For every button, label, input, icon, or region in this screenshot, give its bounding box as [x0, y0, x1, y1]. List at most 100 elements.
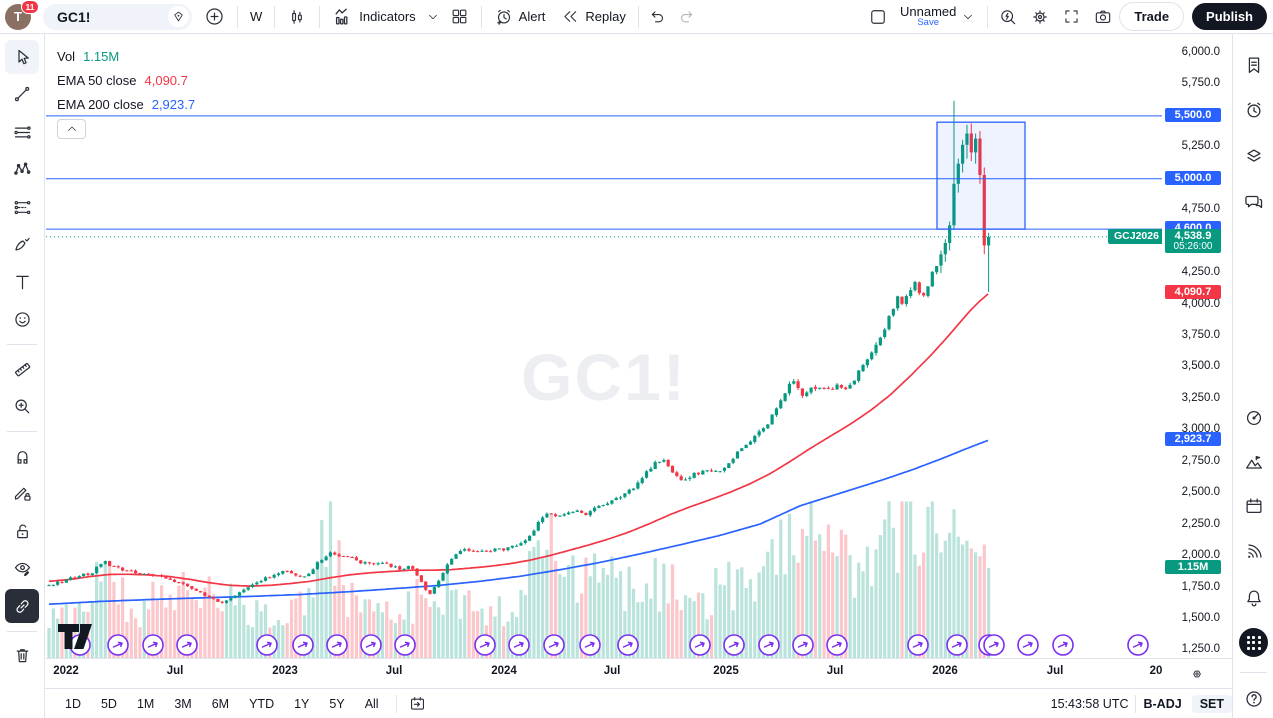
range-button-ytd[interactable]: YTD	[249, 696, 275, 711]
text-tool-button[interactable]	[5, 265, 39, 299]
contract-roll-marker[interactable]	[689, 634, 711, 656]
help-button[interactable]	[1241, 686, 1267, 712]
object-tree-button[interactable]	[1241, 143, 1267, 169]
contract-roll-marker[interactable]	[792, 634, 814, 656]
sync-drawings-button[interactable]	[5, 589, 39, 623]
contract-roll-marker[interactable]	[107, 634, 129, 656]
range-button-5y[interactable]: 5Y	[329, 696, 345, 711]
range-button-1d[interactable]: 1D	[65, 696, 81, 711]
tradingview-logo[interactable]	[58, 624, 92, 649]
indicator-templates-button[interactable]	[424, 3, 442, 31]
add-symbol-button[interactable]	[196, 3, 233, 31]
screener-button[interactable]	[1241, 405, 1267, 431]
legend-collapse-button[interactable]	[57, 119, 86, 139]
time-axis[interactable]: 2022 Jul 2023 Jul 2024 Jul 2025 Jul 2026 Jul 20	[46, 658, 1162, 688]
ema-line[interactable]	[48, 439, 989, 606]
trade-button[interactable]: Trade	[1119, 2, 1185, 31]
axis-settings-corner[interactable]	[1162, 658, 1232, 688]
contract-roll-marker[interactable]	[978, 634, 1005, 656]
lock-drawings-button[interactable]	[5, 514, 39, 548]
watchlist-button[interactable]	[1241, 52, 1267, 78]
contract-roll-marker[interactable]	[508, 634, 530, 656]
range-button-6m[interactable]: 6M	[211, 696, 230, 711]
notifications-button[interactable]	[1241, 585, 1267, 611]
go-to-date-button[interactable]	[404, 690, 431, 718]
range-button-1y[interactable]: 1Y	[294, 696, 310, 711]
save-layout-button[interactable]: Unnamed Save	[892, 3, 983, 31]
quick-search-button[interactable]	[992, 3, 1024, 31]
rectangle-drawing[interactable]	[936, 121, 1026, 230]
contract-roll-marker[interactable]	[617, 634, 639, 656]
price-axis[interactable]: 6,000.0 5,750.0 5,250.0 4,750.0 4,250.0 4,000…	[1162, 34, 1232, 658]
contract-roll-marker[interactable]	[142, 634, 164, 656]
contract-roll-marker[interactable]	[256, 634, 278, 656]
contract-roll-marker[interactable]	[1052, 634, 1074, 656]
replay-button[interactable]: Replay	[553, 3, 633, 31]
contract-roll-marker[interactable]	[1127, 634, 1149, 656]
legend-ema50-row[interactable]: EMA 50 close 4,090.7	[57, 69, 195, 93]
trend-line-tool-button[interactable]	[5, 78, 39, 112]
contract-roll-marker[interactable]	[474, 634, 496, 656]
cursor-tool-button[interactable]	[5, 40, 39, 74]
measure-tool-button[interactable]	[5, 352, 39, 386]
price-chart[interactable]	[46, 34, 1162, 658]
publish-button[interactable]: Publish	[1192, 3, 1267, 30]
remove-drawings-button[interactable]	[5, 639, 39, 673]
brush-tool-button[interactable]	[5, 228, 39, 262]
alerts-panel-button[interactable]	[1241, 97, 1267, 123]
session-toggle[interactable]: SET	[1191, 694, 1232, 713]
chart-style-button[interactable]	[279, 3, 315, 31]
range-button-5d[interactable]: 5D	[100, 696, 117, 711]
emoji-tool-button[interactable]	[5, 303, 39, 337]
chat-button[interactable]	[1241, 189, 1267, 215]
contract-roll-marker[interactable]	[543, 634, 565, 656]
screenshot-button[interactable]	[1087, 3, 1119, 31]
user-avatar[interactable]: T 11	[5, 0, 39, 30]
horizontal-line-tool-button[interactable]	[5, 115, 39, 149]
price-badge[interactable]: 2,923.7	[1165, 431, 1221, 446]
ema-line[interactable]	[48, 293, 989, 587]
news-feed-button[interactable]	[1241, 539, 1267, 565]
range-button-1m[interactable]: 1M	[136, 696, 155, 711]
indicators-button[interactable]: Indicators	[324, 3, 423, 31]
fullscreen-button[interactable]	[1056, 3, 1087, 31]
price-badge[interactable]: 1.15M	[1165, 560, 1221, 574]
price-badge[interactable]: 4,090.7	[1165, 285, 1221, 300]
interval-button[interactable]: W	[242, 3, 270, 31]
contract-roll-marker[interactable]	[826, 634, 848, 656]
ideas-button[interactable]	[1241, 450, 1267, 476]
contract-roll-marker[interactable]	[326, 634, 348, 656]
price-badge[interactable]: 5,500.0	[1165, 107, 1221, 122]
adjustment-toggle[interactable]: B-ADJ	[1143, 696, 1182, 711]
settings-button[interactable]	[1024, 3, 1056, 31]
contract-roll-marker[interactable]	[946, 634, 968, 656]
contract-roll-marker[interactable]	[360, 634, 382, 656]
hide-drawings-button[interactable]	[5, 552, 39, 586]
last-price-badge[interactable]: 4,538.9 05:26:00	[1165, 228, 1221, 253]
layout-preview-button[interactable]	[864, 3, 892, 31]
clock[interactable]: 15:43:58 UTC	[1050, 696, 1129, 711]
price-badge[interactable]: 5,000.0	[1165, 170, 1221, 185]
contract-roll-marker[interactable]	[907, 634, 929, 656]
drawing-mode-button[interactable]	[5, 477, 39, 511]
contract-roll-marker[interactable]	[758, 634, 780, 656]
xabcd-pattern-tool-button[interactable]	[5, 153, 39, 187]
zoom-in-tool-button[interactable]	[5, 390, 39, 424]
contract-roll-marker[interactable]	[394, 634, 416, 656]
legend-volume-row[interactable]: Vol 1.15M	[57, 45, 195, 69]
contract-roll-marker[interactable]	[176, 634, 198, 656]
calendar-button[interactable]	[1241, 493, 1267, 519]
redo-button[interactable]	[672, 3, 701, 31]
contract-label[interactable]: GCJ2026	[1108, 228, 1162, 244]
magnet-mode-button[interactable]	[5, 439, 39, 473]
symbol-search[interactable]: GC1!	[43, 3, 192, 30]
contract-roll-marker[interactable]	[1017, 634, 1039, 656]
contract-roll-marker[interactable]	[579, 634, 601, 656]
contract-roll-marker[interactable]	[723, 634, 745, 656]
apps-menu-button[interactable]	[1239, 628, 1268, 657]
range-button-all[interactable]: All	[364, 696, 379, 711]
contract-roll-markers[interactable]	[69, 634, 1149, 656]
legend-ema200-row[interactable]: EMA 200 close 2,923.7	[57, 93, 195, 117]
undo-button[interactable]	[643, 3, 672, 31]
layout-grid-button[interactable]	[442, 3, 477, 31]
